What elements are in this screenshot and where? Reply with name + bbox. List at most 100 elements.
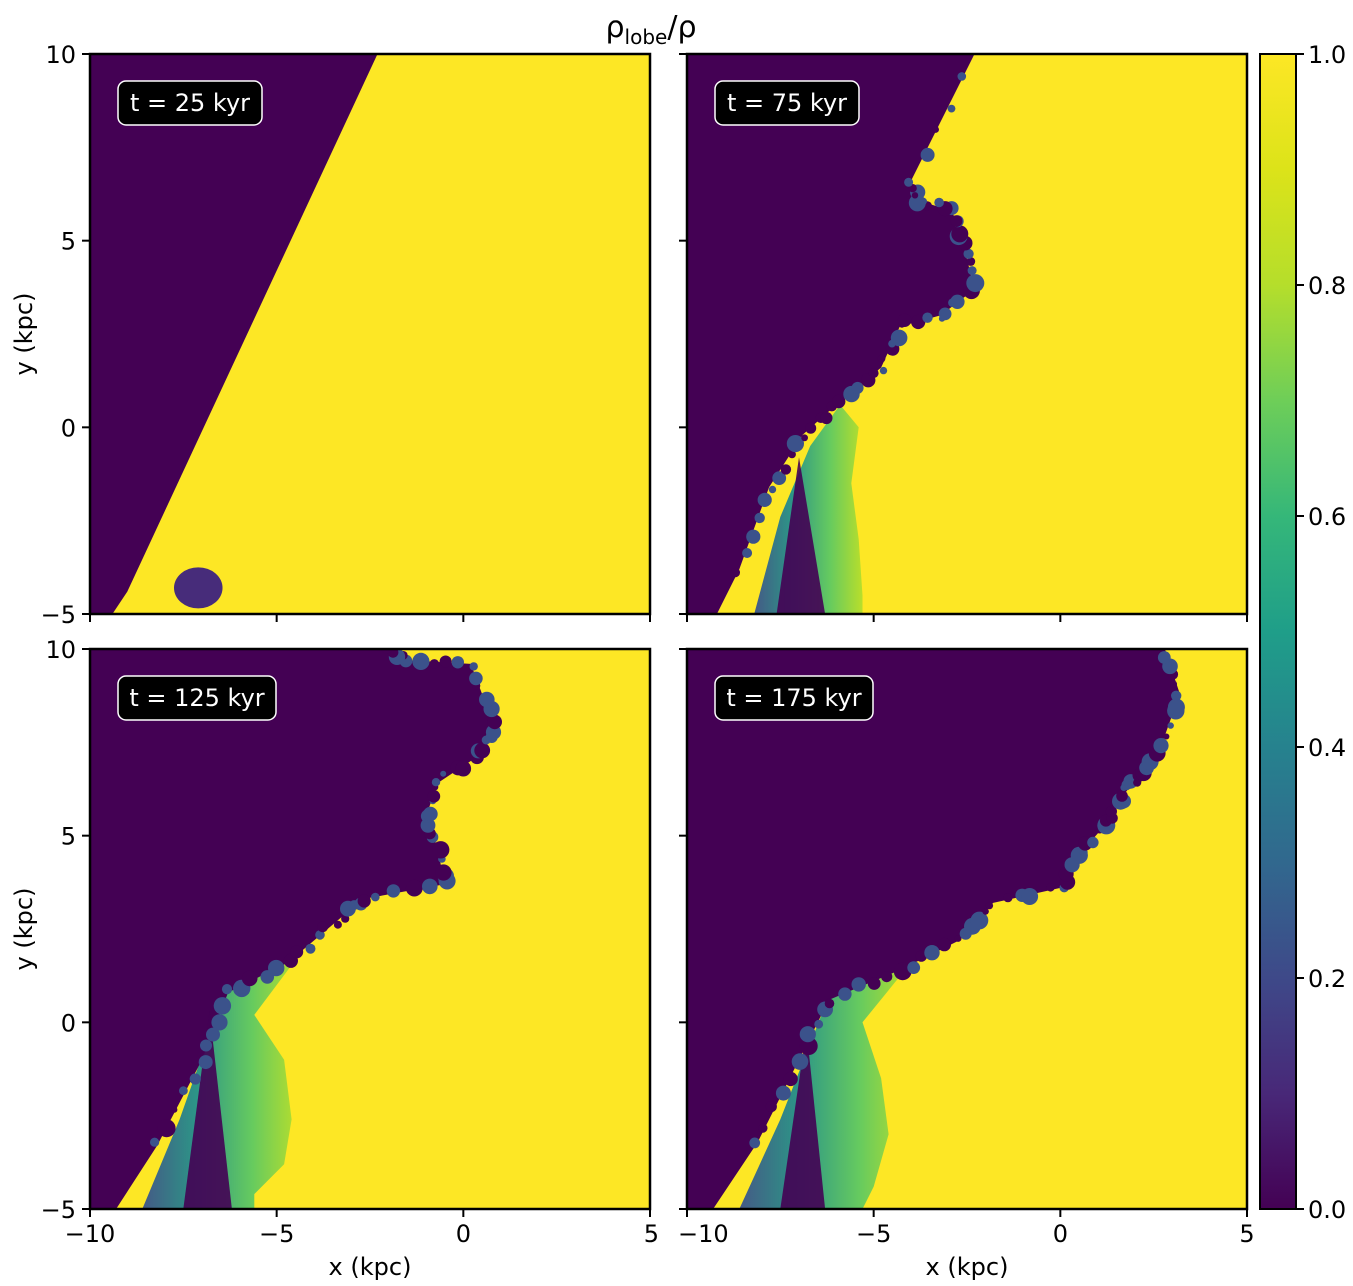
- turbulent-cell: [1021, 888, 1039, 905]
- turbulent-cell: [881, 971, 893, 983]
- turbulent-cell: [469, 671, 483, 686]
- turbulent-cell: [290, 945, 304, 959]
- mixing-layer: [142, 955, 300, 1209]
- turbulent-cell: [963, 248, 974, 259]
- turbulent-cell: [920, 147, 935, 162]
- turbulent-cell: [982, 908, 989, 915]
- turbulent-cell: [801, 434, 808, 442]
- turbulent-cell: [455, 760, 472, 777]
- turbulent-cell: [838, 987, 852, 1001]
- turbulent-cell: [305, 943, 316, 954]
- turbulent-cell: [241, 970, 258, 987]
- turbulent-cell: [479, 691, 495, 708]
- time-label-background: [117, 675, 277, 721]
- mixing-layer: [739, 962, 911, 1209]
- turbulent-cell: [938, 307, 952, 321]
- turbulent-cell: [1046, 883, 1055, 892]
- y-axis-label: y (kpc): [10, 293, 38, 376]
- y-tick-label: 10: [45, 41, 76, 69]
- turbulent-cell: [422, 878, 438, 895]
- turbulent-cell: [851, 977, 866, 992]
- time-label: t = 75 kyr: [727, 89, 847, 117]
- y-tick-label: 5: [61, 823, 76, 851]
- turbulent-cell: [832, 394, 846, 409]
- turbulent-cell: [341, 914, 350, 923]
- turbulent-cell: [333, 920, 342, 929]
- colorbar-gradient: [1259, 53, 1297, 1210]
- time-label-box: t = 175 kyr: [714, 675, 874, 721]
- turbulent-cell: [926, 314, 933, 321]
- colorbar-tick-label: 0.0: [1308, 1196, 1346, 1224]
- y-axis-label: y (kpc): [10, 888, 38, 971]
- colorbar-tick-label: 0.8: [1308, 272, 1346, 300]
- lobe-region: [687, 54, 975, 614]
- turbulent-cell: [474, 742, 491, 759]
- turbulent-cell: [380, 649, 393, 654]
- x-tick-label: 0: [1053, 1220, 1068, 1248]
- jet-column: [780, 1029, 826, 1209]
- turbulent-cell: [934, 197, 944, 208]
- turbulent-cell: [213, 997, 232, 1015]
- turbulent-cell: [966, 274, 985, 293]
- turbulent-cell: [775, 1085, 791, 1101]
- turbulent-cell: [970, 911, 989, 930]
- turbulent-cell: [1116, 790, 1128, 802]
- turbulent-cell: [890, 329, 908, 347]
- colorbar-tick-label: 0.4: [1308, 734, 1346, 762]
- turbulent-cell: [440, 770, 447, 777]
- lobe-region: [90, 649, 494, 1209]
- colorbar-tick-label: 1.0: [1308, 41, 1346, 69]
- panel-2: [687, 54, 1247, 614]
- x-axis-label: x (kpc): [926, 1253, 1009, 1281]
- turbulent-cell: [757, 492, 772, 507]
- turbulent-cell: [780, 464, 792, 475]
- turbulent-cell: [730, 567, 740, 578]
- turbulent-cell: [851, 381, 864, 394]
- turbulent-cell: [746, 529, 761, 544]
- turbulent-cell: [171, 1106, 178, 1113]
- time-label-box: t = 25 kyr: [117, 80, 263, 126]
- turbulent-cell: [357, 894, 371, 908]
- turbulent-cell: [772, 471, 787, 485]
- turbulent-cell: [268, 959, 285, 977]
- turbulent-cell: [211, 1014, 228, 1031]
- turbulent-cell: [1170, 680, 1177, 688]
- x-tick-label: −5: [856, 1220, 891, 1248]
- turbulent-cell: [893, 962, 912, 981]
- turbulent-cell: [950, 294, 965, 309]
- turbulent-cell: [1167, 698, 1185, 716]
- turbulent-cell: [439, 655, 452, 668]
- turbulent-cell: [412, 652, 430, 671]
- turbulent-cell: [179, 1086, 188, 1096]
- mixing-layer: [754, 404, 863, 614]
- turbulent-cell: [198, 1055, 213, 1070]
- turbulent-cell: [1003, 893, 1013, 903]
- turbulent-cell: [423, 806, 438, 822]
- turbulent-cell: [435, 864, 452, 881]
- jet-column: [776, 457, 826, 614]
- turbulent-cell: [788, 450, 796, 459]
- turbulent-cell: [754, 512, 765, 524]
- y-tick-label: 10: [45, 636, 76, 664]
- figure-title-denominator: /ρ: [667, 10, 696, 45]
- time-label-box: t = 75 kyr: [714, 80, 860, 126]
- turbulent-cell: [879, 366, 888, 375]
- turbulent-cell: [758, 1123, 768, 1133]
- panel-4: [687, 649, 1247, 1209]
- panel-frame: [88, 52, 652, 616]
- turbulent-cell: [1105, 805, 1117, 818]
- turbulent-cell: [765, 1101, 777, 1113]
- turbulent-cell: [867, 977, 881, 990]
- x-tick-label: 5: [644, 1220, 659, 1248]
- time-label: t = 175 kyr: [726, 684, 861, 712]
- turbulent-cell: [157, 1119, 176, 1138]
- turbulent-cell: [429, 659, 440, 669]
- x-tick-label: 5: [1239, 1220, 1254, 1248]
- turbulent-cell: [814, 1019, 824, 1029]
- x-axis-label: x (kpc): [329, 1253, 412, 1281]
- panel-frame: [685, 52, 1249, 616]
- turbulent-cell: [427, 790, 441, 803]
- turbulent-cell: [799, 1026, 816, 1043]
